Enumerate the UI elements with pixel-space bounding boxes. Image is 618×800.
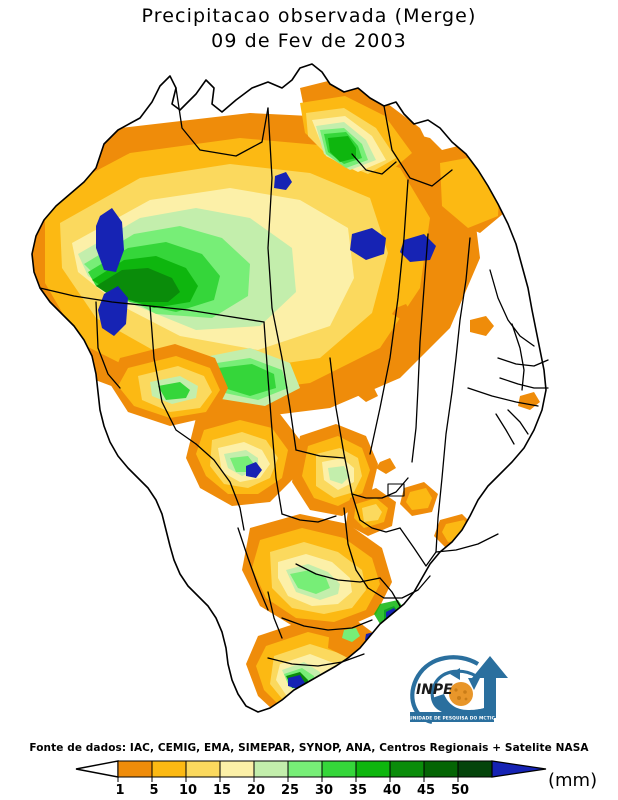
- colorbar-band-2: [151, 760, 187, 778]
- colorbar-tick-label: 35: [349, 783, 367, 798]
- colorbar-tick-label: 15: [213, 783, 231, 798]
- max-core-west-amazonas: [96, 208, 124, 272]
- precipitation-map: [0, 58, 618, 730]
- colorbar-legend: 1 5 10 15 20 25 30 35 40 45 50 (mm): [0, 758, 618, 800]
- max-core-mt: [246, 462, 262, 478]
- max-core-north-para: [350, 228, 386, 260]
- field-southeast: [242, 514, 406, 630]
- logo-tagline: UNIDADE DE PESQUISA DO MCTIC: [409, 716, 495, 722]
- colorbar-band-7: [321, 760, 357, 778]
- colorbar-tick-label: 1: [115, 783, 124, 798]
- state-boundaries: [39, 87, 549, 667]
- field-rondonia: [110, 344, 228, 426]
- colorbar-tick-label: 20: [247, 783, 265, 798]
- colorbar-band-9: [389, 760, 425, 778]
- field-north: [32, 78, 510, 418]
- colorbar-under-arrow: [75, 760, 119, 778]
- colorbar-tick-label: 45: [417, 783, 435, 798]
- colorbar-band-10: [423, 760, 459, 778]
- logo-wordmark: INPE: [416, 682, 453, 698]
- colorbar-over-arrow: [491, 760, 547, 778]
- logo-banner: [410, 712, 494, 722]
- colorbar-band-1: [117, 760, 153, 778]
- logo-inner-arrow-icon: [450, 668, 480, 690]
- colorbar-ticks: 1 5 10 15 20 25 30 35 40 45 50: [115, 777, 469, 798]
- colorbar-tick-label: 25: [281, 783, 299, 798]
- colorbar-band-8: [355, 760, 391, 778]
- inpe-logo: INPE UNIDADE DE PESQUISA DO MCTIC: [398, 648, 516, 728]
- brazil-outline: [31, 63, 547, 713]
- colorbar-band-3: [185, 760, 221, 778]
- colorbar-tick-label: 50: [451, 783, 469, 798]
- colorbar-band-4: [219, 760, 255, 778]
- colorbar-tick-label: 10: [179, 783, 197, 798]
- colorbar-tick-label: 40: [383, 783, 401, 798]
- precipitation-field: [32, 64, 546, 712]
- max-core-acre: [98, 286, 128, 336]
- colorbar-band-6: [287, 760, 323, 778]
- colorbar-tick-label: 30: [315, 783, 333, 798]
- colorbar-tick-label: 5: [149, 783, 158, 798]
- colorbar-band-11: [457, 760, 493, 778]
- data-source-note: Fonte de dados: IAC, CEMIG, EMA, SIMEPAR…: [29, 742, 589, 754]
- colorbar-unit-label: (mm): [548, 770, 597, 791]
- colorbar-bands: [117, 760, 493, 778]
- title-line-1: Precipitacao observada (Merge): [141, 5, 477, 27]
- colorbar-band-5: [253, 760, 289, 778]
- page-title: Precipitacao observada (Merge) 09 de Fev…: [0, 4, 618, 54]
- title-line-2: 09 de Fev de 2003: [211, 30, 407, 52]
- logo-globe-icon: [449, 682, 473, 706]
